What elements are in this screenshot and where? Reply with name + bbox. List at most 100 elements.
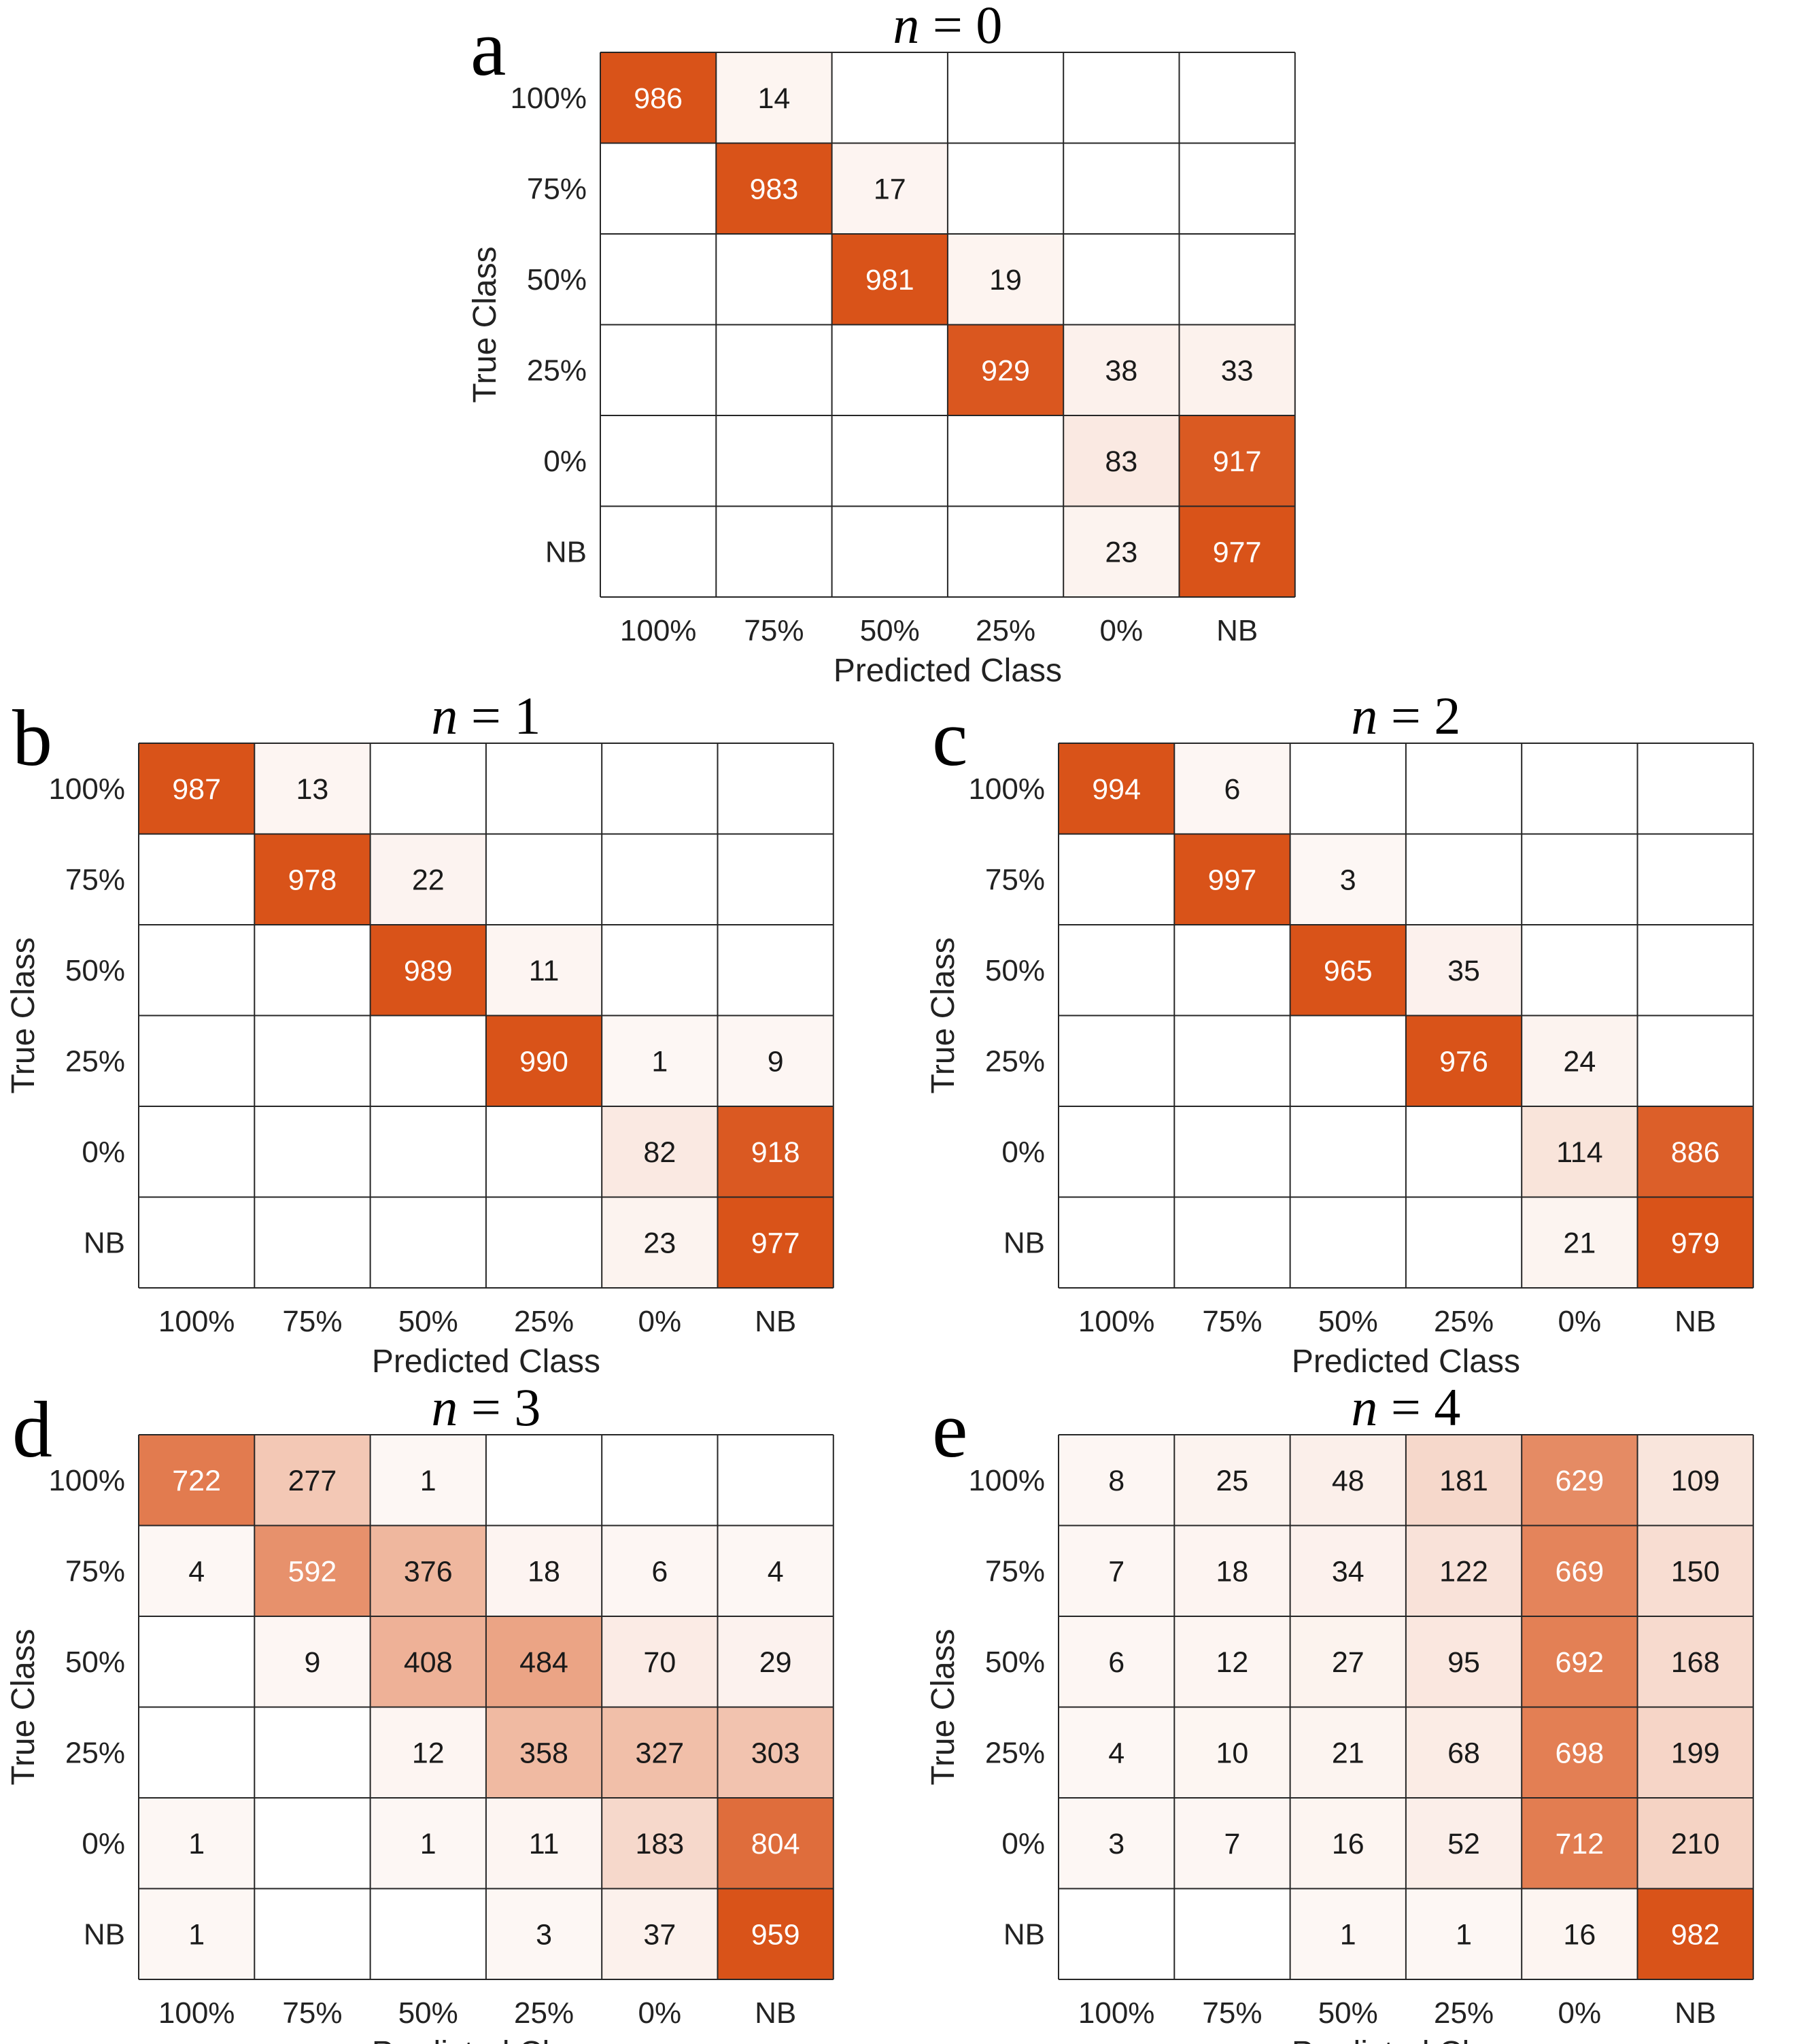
heatmap-cell [1059,1197,1175,1288]
x-tick-label: 100% [1078,1305,1155,1338]
heatmap-cell [254,1525,371,1616]
cell-value-label: 48 [1332,1465,1364,1497]
x-tick-label: NB [1216,614,1258,647]
cell-value-label: 997 [1208,864,1257,896]
y-tick-label: NB [545,535,587,568]
heatmap-cell [1290,743,1406,834]
cell-value-label: 3 [1340,864,1356,896]
y-tick-label: 0% [82,1136,125,1169]
heatmap-cell [1405,1616,1522,1707]
cell-value-label: 6 [1224,773,1240,806]
cell-value-label: 982 [1671,1918,1720,1951]
heatmap-cell [370,834,486,925]
x-tick-label: 100% [1078,1996,1155,2030]
heatmap-cell [1522,1525,1638,1616]
heatmap-cell [1059,1888,1175,1979]
heatmap-cell [139,743,255,834]
heatmap-cell [1405,1106,1522,1197]
y-axis-label: True Class [925,937,961,1093]
heatmap-cell [1290,1707,1406,1798]
cell-value-label: 18 [528,1555,560,1588]
cell-value-label: 14 [758,82,791,115]
y-tick-label: 75% [65,1554,125,1588]
heatmap-cell [1290,925,1406,1016]
cell-value-label: 17 [874,173,906,205]
cell-value-label: 277 [288,1465,337,1497]
heatmap-cell [1522,834,1638,925]
heatmap-cell [139,834,255,925]
heatmap-cell [1059,1525,1175,1616]
heatmap-cell [947,506,1064,597]
cell-value-label: 929 [981,354,1030,387]
cell-value-label: 981 [865,264,914,296]
cell-value-label: 29 [759,1646,792,1679]
cell-value-label: 358 [519,1737,568,1769]
x-tick-label: 75% [282,1305,342,1338]
heatmap-cell [370,1197,486,1288]
x-tick-label: 0% [638,1305,682,1338]
y-tick-label: 50% [527,263,587,296]
heatmap-cell [254,743,371,834]
x-tick-label: 0% [1558,1305,1602,1338]
cell-value-label: 987 [172,773,221,806]
heatmap-cell [1063,143,1180,234]
heatmap-cell [1290,834,1406,925]
cell-value-label: 965 [1324,955,1373,987]
heatmap-cell [1059,743,1175,834]
heatmap-cell [602,1015,718,1106]
cell-value-label: 70 [643,1646,676,1679]
x-tick-label: 50% [1318,1996,1378,2030]
cell-value-label: 68 [1447,1737,1480,1769]
y-axis-label: True Class [467,246,503,403]
heatmap-cell [1059,1106,1175,1197]
panel-c: c n = 2 994 6 997 3 965 35 976 24 114 886 21 979 100% 7… [925,686,1754,1380]
heatmap-cell [139,1525,255,1616]
cell-value-label: 990 [519,1045,568,1078]
cell-value-label: 7 [1224,1828,1240,1860]
cell-value-label: 959 [751,1918,800,1951]
heatmap-cell [717,1197,834,1288]
heatmap-cell [485,1435,602,1526]
cell-value-label: 183 [635,1828,684,1860]
y-tick-label: 100% [48,772,125,806]
heatmap-cell [1059,1707,1175,1798]
cell-value-label: 33 [1221,354,1254,387]
cell-value-label: 114 [1556,1136,1603,1169]
cell-value-label: 327 [635,1737,684,1769]
x-tick-label: 75% [282,1996,342,2030]
heatmap-cell [831,506,948,597]
y-tick-label: 0% [82,1827,125,1860]
cell-value-label: 918 [751,1136,800,1169]
heatmap-cell [1637,1707,1753,1798]
y-tick-label: 75% [527,172,587,205]
heatmap-cell [1290,1616,1406,1707]
cell-value-label: 669 [1555,1555,1604,1588]
heatmap-cell [370,1015,486,1106]
heatmap-cell [947,415,1064,507]
heatmap-cell [831,143,948,234]
heatmap-cell [1179,143,1295,234]
x-axis-label: Predicted Class [372,2035,600,2044]
heatmap-cell [602,743,718,834]
heatmap-cell [1063,506,1180,597]
heatmap-cell [600,143,717,234]
heatmap-cell [485,834,602,925]
y-tick-label: 75% [985,1554,1045,1588]
heatmap-cell [1290,1798,1406,1889]
cell-value-label: 3 [1108,1828,1124,1860]
heatmap-cell [485,743,602,834]
heatmap-cell [1179,415,1295,507]
heatmap-cell [1522,1015,1638,1106]
y-axis-label: True Class [5,1629,41,1785]
heatmap-cell [1522,1888,1638,1979]
y-axis-label: True Class [925,1629,961,1785]
heatmap-cell [831,415,948,507]
cell-value-label: 35 [1447,955,1480,987]
heatmap-cell [1290,1015,1406,1106]
cell-value-label: 978 [288,864,337,896]
heatmap-cell [370,1888,486,1979]
heatmap-cell [1063,324,1180,415]
x-tick-label: 75% [744,614,804,647]
cell-value-label: 34 [1332,1555,1364,1588]
x-tick-label: 50% [398,1305,458,1338]
